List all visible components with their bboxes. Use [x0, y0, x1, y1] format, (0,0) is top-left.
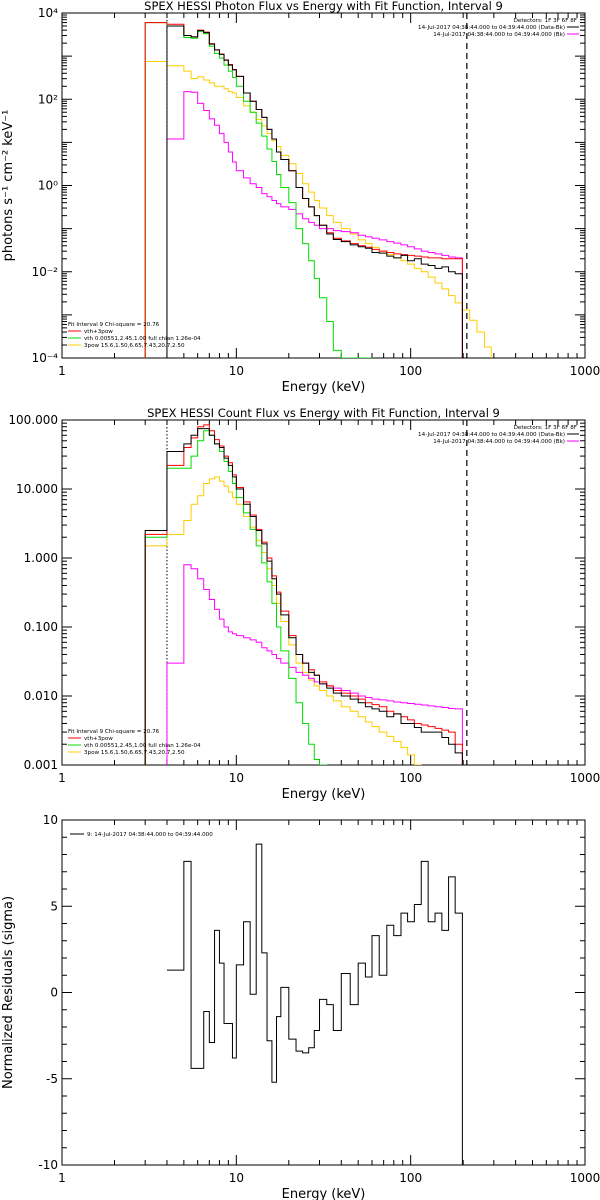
legend-text: Detectors: 1F 3F 6F 8F	[514, 425, 577, 431]
y-tick-label: 1.000	[24, 551, 58, 565]
y-tick-label: 10⁻²	[32, 265, 59, 279]
series-group	[166, 843, 463, 1165]
y-axis-label: Normalized Residuals (sigma)	[1, 896, 16, 1089]
series-data	[166, 843, 463, 1165]
y-tick-label: 0.001	[24, 758, 58, 772]
y-tick-label: 0.010	[24, 689, 58, 703]
series-data	[166, 25, 463, 358]
y-axis: 10 5 0 -5 -10 Normalized Residuals (sigma)	[1, 813, 585, 1172]
legend-top-left: 9: 14-Jul-2017 04:38:44.000 to 04:39:44.…	[70, 832, 213, 838]
legend-text: 14-Jul-2017 04:38:44.000 to 04:39:44.000…	[433, 439, 565, 445]
series-group	[144, 22, 492, 358]
y-tick-label: 10²	[38, 92, 58, 106]
y-tick-label: 0	[50, 986, 58, 1000]
x-tick-label: 100	[399, 771, 422, 785]
x-tick-label: 1	[58, 771, 66, 785]
series-group	[144, 424, 463, 765]
y-tick-label: 100.000	[8, 413, 58, 427]
series-nonthermal	[144, 61, 492, 358]
legend-text: 3pow 15.6,1.50,6.65,7.43,20.7,2.50	[84, 343, 185, 349]
x-tick-label: 1	[58, 1171, 66, 1185]
x-axis-label: Energy (keV)	[282, 1187, 366, 1200]
legend-bottom-left: Fit Interval 9 Chi-square = 20.76vth+3po…	[68, 729, 201, 756]
x-tick-label: 1	[58, 364, 66, 378]
legend-text: vth 0.00551,2.45,1.00 full chian 1.26e-0…	[84, 336, 201, 342]
x-axis-label: Energy (keV)	[282, 380, 366, 395]
x-tick-label: 10	[229, 364, 244, 378]
x-tick-label: 1000	[570, 1171, 600, 1185]
photon-flux-panel: 1 10 100 1000 Energy (keV) 10⁴ 10² 10⁰ 10⁻² 10⁻⁴ p…	[1, 0, 600, 395]
y-tick-label: 10⁴	[38, 6, 58, 20]
x-tick-label: 10	[229, 1171, 244, 1185]
y-tick-label: 10⁻⁴	[32, 351, 59, 365]
legend-text: vth 0.00551,2.45,1.00 full chian 1.26e-0…	[84, 743, 201, 749]
legend-text: 14-Jul-2017 04:38:44.000 to 04:39:44.000…	[418, 432, 565, 438]
y-tick-label: 10.000	[16, 482, 58, 496]
y-tick-label: 10⁰	[38, 179, 58, 193]
x-axis: 1 10 100 1000 Energy (keV)	[58, 420, 600, 802]
legend-text: vth+3pow	[84, 736, 113, 742]
y-tick-label: -5	[46, 1072, 58, 1086]
x-axis-label: Energy (keV)	[282, 787, 366, 802]
series-background	[166, 91, 463, 358]
count-flux-panel: 1 10 100 1000 Energy (keV) 100.000 10.000 1.000…	[8, 406, 600, 802]
y-tick-label: 5	[50, 899, 58, 913]
x-axis: 1 10 100 1000 Energy (keV)	[58, 13, 600, 395]
x-tick-label: 1000	[570, 364, 600, 378]
x-tick-label: 10	[229, 771, 244, 785]
legend-text: 14-Jul-2017 04:38:44.000 to 04:39:44.000…	[418, 25, 565, 31]
y-tick-label: 0.100	[24, 620, 58, 634]
legend-text: Fit Interval 9 Chi-square = 20.76	[68, 322, 160, 328]
x-tick-label: 1000	[570, 771, 600, 785]
legend-text: 3pow 15.6,1.50,6.65,7.43,20.7,2.50	[84, 750, 185, 756]
legend-text: 14-Jul-2017 04:38:44.000 to 04:39:44.000…	[433, 32, 565, 38]
residuals-panel: 1 10 100 1000 Energy (keV) 10 5 0 -5 -10 Normalize…	[1, 813, 600, 1200]
y-tick-label: 10	[43, 813, 58, 827]
legend-text: 9: 14-Jul-2017 04:38:44.000 to 04:39:44.…	[87, 832, 213, 838]
x-tick-label: 100	[399, 1171, 422, 1185]
series-data	[144, 428, 463, 765]
legend-bottom-left: Fit Interval 9 Chi-square = 20.76vth+3po…	[68, 322, 201, 349]
chart-title: SPEX HESSI Photon Flux vs Energy with Fi…	[144, 0, 503, 13]
legend-text: vth+3pow	[84, 329, 113, 335]
legend-text: Detectors: 1F 3F 6F 8F	[514, 18, 577, 24]
x-axis: 1 10 100 1000 Energy (keV)	[58, 820, 600, 1200]
series-background	[166, 564, 463, 765]
x-tick-label: 100	[399, 364, 422, 378]
y-tick-label: -10	[38, 1158, 58, 1172]
y-axis-label: photons s⁻¹ cm⁻² keV⁻¹	[1, 110, 16, 262]
legend-text: Fit Interval 9 Chi-square = 20.76	[68, 729, 160, 735]
chart-title: SPEX HESSI Count Flux vs Energy with Fit…	[147, 406, 500, 420]
y-axis: 10⁴ 10² 10⁰ 10⁻² 10⁻⁴ photons s⁻¹ cm⁻² keV⁻¹	[1, 6, 585, 365]
y-axis: 100.000 10.000 1.000 0.100 0.010 0.001	[8, 413, 585, 772]
